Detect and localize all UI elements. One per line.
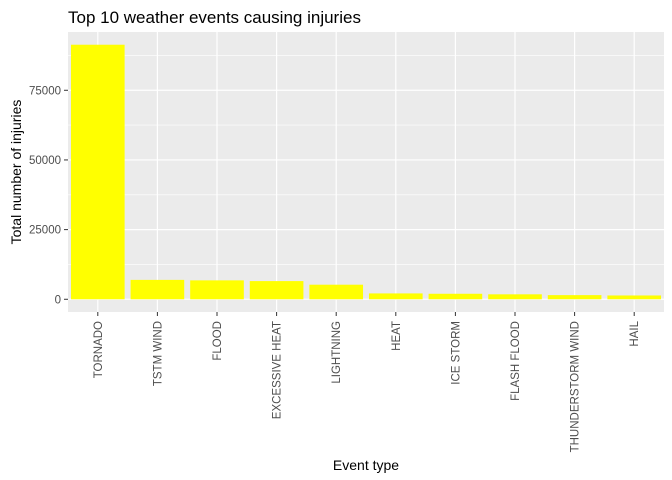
bar-flood <box>190 280 244 300</box>
y-axis-title: Total number of injuries <box>8 100 24 245</box>
minor-gridlines <box>68 55 664 265</box>
y-tick-label: 0 <box>55 294 61 306</box>
x-axis: TORNADO TSTM WIND FLOOD EXCESSIVE HEAT LIGHT… <box>93 312 641 452</box>
x-tick-label: EXCESSIVE HEAT <box>272 321 284 419</box>
x-tick-label: HEAT <box>391 321 403 351</box>
bar-tstm-wind <box>130 279 185 300</box>
x-tick-label: FLOOD <box>212 321 224 361</box>
x-tick-label: FLASH FLOOD <box>510 321 522 401</box>
bar-lightning <box>309 284 364 300</box>
x-tick-label: HAIL <box>629 320 641 346</box>
bar-heat <box>368 293 423 300</box>
x-tick-label: TORNADO <box>93 321 105 378</box>
bars <box>70 44 662 300</box>
x-tick-label: THUNDERSTORM WIND <box>570 321 582 452</box>
bar-excessive-heat <box>249 281 304 300</box>
bar-ice-storm <box>428 293 483 300</box>
y-axis: 0 25000 50000 75000 <box>29 85 68 306</box>
bar-flash-flood <box>488 294 542 300</box>
x-tick-label: LIGHTNING <box>331 321 343 384</box>
y-tick-label: 75000 <box>29 85 61 97</box>
x-tick-label: TSTM WIND <box>152 321 164 386</box>
bar-hail <box>607 295 662 300</box>
chart-title: Top 10 weather events causing injuries <box>68 8 361 27</box>
x-tick-label: ICE STORM <box>450 321 462 385</box>
x-axis-title: Event type <box>333 457 399 473</box>
bar-tornado <box>70 44 125 300</box>
bar-thunderstorm-wind <box>547 295 602 300</box>
plot-panel <box>68 32 664 312</box>
y-tick-label: 25000 <box>29 225 61 237</box>
y-tick-label: 50000 <box>29 155 61 167</box>
